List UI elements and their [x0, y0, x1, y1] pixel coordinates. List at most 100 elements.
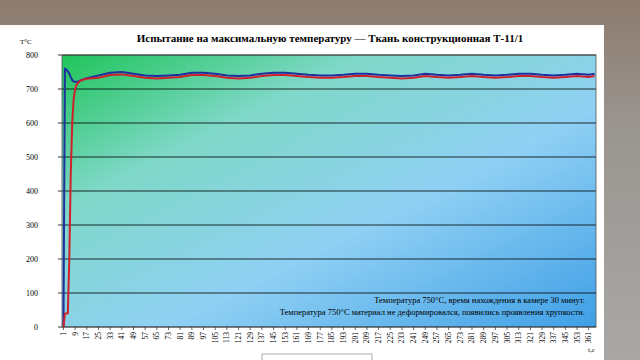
x-tick-label: 121	[234, 332, 243, 344]
x-tick-label: 129	[246, 332, 255, 344]
y-tick-label: 0	[34, 323, 38, 332]
x-tick-label: 305	[503, 332, 512, 344]
x-tick	[168, 327, 169, 330]
x-tick-label: 81	[176, 332, 185, 340]
y-tick	[58, 191, 62, 192]
x-tick-label: 361	[584, 332, 593, 344]
x-tick-label: 57	[141, 332, 150, 340]
x-tick-label: 17	[82, 332, 91, 340]
x-tick	[413, 327, 414, 330]
grid-line	[62, 123, 596, 124]
y-tick	[58, 293, 62, 294]
x-tick	[285, 327, 286, 330]
x-tick-label: 73	[164, 332, 173, 340]
x-tick	[460, 327, 461, 330]
x-tick	[75, 327, 76, 330]
x-tick-label: 337	[549, 332, 558, 344]
x-tick	[483, 327, 484, 330]
x-tick	[133, 327, 134, 330]
y-tick	[58, 327, 62, 328]
y-tick-label: 500	[26, 153, 38, 162]
series-line	[63, 74, 594, 327]
x-tick-label: 297	[491, 332, 500, 344]
x-tick	[308, 327, 309, 330]
grid-line	[62, 157, 596, 158]
x-tick-label: 273	[456, 332, 465, 344]
x-tick-label: 113	[222, 332, 231, 343]
y-tick	[58, 55, 62, 56]
x-tick	[110, 327, 111, 330]
x-tick-label: 33	[106, 332, 115, 340]
series-line	[63, 69, 594, 327]
grid-line	[62, 259, 596, 260]
x-tick-label: 185	[327, 332, 336, 344]
x-tick-label: 345	[561, 332, 570, 344]
y-tick	[58, 89, 62, 90]
annotation: Температура 750°С, время нахождения в ка…	[374, 295, 585, 305]
y-tick	[58, 225, 62, 226]
x-tick	[518, 327, 519, 330]
x-tick-label: 289	[479, 332, 488, 344]
x-tick	[145, 327, 146, 330]
x-tick	[203, 327, 204, 330]
x-tick-label: 249	[421, 332, 430, 344]
x-tick	[98, 327, 99, 330]
x-tick-label: 49	[129, 332, 138, 340]
title: Испытание на максимальную температуру — …	[137, 32, 523, 44]
x-tick-label: 281	[467, 332, 476, 344]
x-tick	[215, 327, 216, 330]
x-tick-label: 193	[339, 332, 348, 344]
x-tick	[448, 327, 449, 330]
y-tick-label: 100	[26, 289, 38, 298]
y-tick-label: 600	[26, 119, 38, 128]
x-tick-label: 9	[71, 332, 80, 336]
scrollbar	[262, 354, 372, 360]
grid-line	[62, 191, 596, 192]
y-tick	[58, 157, 62, 158]
y-tick	[58, 259, 62, 260]
x-tick	[355, 327, 356, 330]
series-group	[63, 69, 594, 327]
x-tick	[121, 327, 122, 330]
x-tick-label: 145	[269, 332, 278, 344]
x-tick	[390, 327, 391, 330]
x-tick-label: 169	[304, 332, 313, 344]
chart-panel	[0, 25, 604, 360]
y-tick-label: 800	[26, 51, 38, 60]
x-tick	[588, 327, 589, 330]
x-tick	[565, 327, 566, 330]
x-tick	[553, 327, 554, 330]
x-tick-label: 321	[526, 332, 535, 344]
x-tick	[343, 327, 344, 330]
x-tick-label: 201	[351, 332, 360, 344]
grid-line	[62, 293, 596, 294]
x-tick-label: 41	[117, 332, 126, 340]
x-tick	[425, 327, 426, 330]
x-tick	[331, 327, 332, 330]
x-tick	[366, 327, 367, 330]
x-tick-label: 89	[187, 332, 196, 340]
x-tick-label: 177	[316, 332, 325, 344]
x-tick-label: 241	[409, 332, 418, 344]
x-tick	[250, 327, 251, 330]
plot-frame	[62, 55, 596, 327]
x-tick	[180, 327, 181, 330]
plot-area	[62, 55, 596, 327]
x-tick-label: 25	[94, 332, 103, 340]
chart: Испытание на максимальную температуру — …	[0, 0, 640, 360]
y-tick	[58, 123, 62, 124]
grid-line	[62, 89, 596, 90]
x-tick-label: 217	[374, 332, 383, 344]
x-tick-label: 233	[397, 332, 406, 344]
x-tick	[156, 327, 157, 330]
x-tick-label: 353	[573, 332, 582, 344]
x-tick	[296, 327, 297, 330]
y-tick-label: 300	[26, 221, 38, 230]
x-tick	[542, 327, 543, 330]
grid-line	[62, 225, 596, 226]
x-tick	[436, 327, 437, 330]
x-tick-label: 209	[362, 332, 371, 344]
x-tick-label: 265	[444, 332, 453, 344]
y-tick-label: 200	[26, 255, 38, 264]
x-tick	[320, 327, 321, 330]
